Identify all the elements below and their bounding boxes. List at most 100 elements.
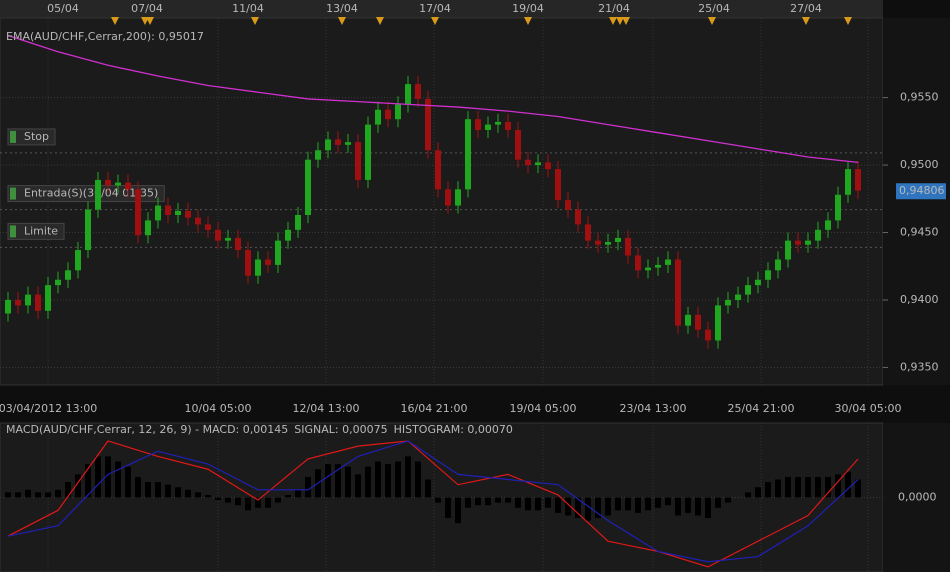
histogram-bar	[135, 476, 141, 498]
histogram-bar	[665, 497, 671, 506]
candle-body	[785, 240, 791, 260]
event-marker	[338, 17, 346, 25]
histogram-bar	[525, 497, 531, 511]
candle-body	[815, 229, 821, 241]
macd-axis	[883, 423, 950, 572]
y-tick-label: 0,9550	[900, 91, 939, 104]
candle-body	[425, 98, 431, 151]
top-date-strip	[0, 0, 883, 18]
level-box	[7, 185, 165, 203]
top-date-label: 21/04	[598, 2, 630, 15]
event-marker	[802, 17, 810, 25]
histogram-bar	[275, 497, 281, 503]
candle-body	[25, 294, 31, 306]
histogram-bar	[605, 497, 611, 516]
histogram-bar	[535, 497, 541, 511]
candle-body	[105, 179, 111, 186]
candle-body	[725, 299, 731, 306]
candle-body	[345, 142, 351, 145]
candle-body	[275, 240, 281, 265]
candle-body	[445, 189, 451, 206]
event-marker	[524, 17, 532, 25]
candle-body	[565, 200, 571, 210]
level-chip	[10, 225, 16, 238]
candle-body	[135, 189, 141, 236]
x-tick-label: 19/04 05:00	[510, 402, 577, 415]
histogram-bar	[15, 492, 21, 498]
histogram-bar	[305, 476, 311, 498]
top-date-label: 25/04	[698, 2, 730, 15]
histogram-bar	[285, 494, 291, 498]
candle-body	[315, 150, 321, 160]
candle-body	[605, 241, 611, 245]
candle-body	[175, 210, 181, 215]
histogram-bar	[185, 489, 191, 498]
event-marker	[609, 17, 617, 25]
candle-body	[75, 250, 81, 271]
histogram-bar	[515, 497, 521, 508]
x-tick-label: 30/04 05:00	[835, 402, 902, 415]
candle-body	[295, 214, 301, 230]
top-date-label: 19/04	[512, 2, 544, 15]
histogram-bar	[155, 482, 161, 498]
histogram-bar	[775, 479, 781, 498]
histogram-bar	[445, 497, 451, 519]
event-marker	[616, 17, 624, 25]
histogram-bar	[585, 497, 591, 521]
y-tick-label: 0,9400	[900, 293, 939, 306]
event-marker	[111, 17, 119, 25]
candle-body	[375, 109, 381, 125]
candle-body	[5, 299, 11, 314]
histogram-bar	[25, 489, 31, 498]
candle-body	[755, 279, 761, 286]
y-tick-label: 0,9500	[900, 158, 939, 171]
level-label: Stop	[24, 130, 49, 143]
histogram-bar	[835, 474, 841, 498]
level-box	[7, 128, 56, 146]
candle-body	[145, 220, 151, 236]
candle-body	[125, 182, 131, 190]
top-date-label: 07/04	[131, 2, 163, 15]
candle-body	[245, 250, 251, 276]
level-tag: Stop	[7, 128, 56, 146]
histogram-bar	[825, 476, 831, 498]
histogram-bar	[505, 497, 511, 503]
histogram-bar	[675, 497, 681, 516]
candle-body	[45, 285, 51, 311]
event-marker	[251, 17, 259, 25]
candle-body	[615, 237, 621, 242]
top-date-label: 11/04	[232, 2, 264, 15]
candle-body	[505, 121, 511, 130]
top-date-label: 17/04	[419, 2, 451, 15]
candle-body	[805, 240, 811, 245]
indicator-line	[7, 440, 859, 563]
candle-body	[65, 270, 71, 280]
last-price-box	[896, 183, 946, 200]
histogram-bar	[375, 461, 381, 498]
candle-body	[325, 139, 331, 151]
histogram-bar	[225, 497, 231, 503]
histogram-bar	[785, 476, 791, 498]
event-marker	[622, 17, 630, 25]
candle-body	[165, 205, 171, 215]
histogram-bar	[235, 497, 241, 506]
histogram-bar	[205, 494, 211, 498]
candle-body	[415, 84, 421, 99]
ema-line	[7, 34, 859, 164]
candle-body	[265, 259, 271, 265]
candle-body	[635, 255, 641, 271]
histogram-bar	[365, 466, 371, 498]
top-date-label: 05/04	[47, 2, 79, 15]
candle-body	[455, 189, 461, 206]
histogram-bar	[575, 497, 581, 519]
candle-body	[715, 305, 721, 341]
event-marker	[708, 17, 716, 25]
candle-body	[705, 329, 711, 341]
histogram-bar	[565, 497, 571, 516]
y-tick-label: 0,9450	[900, 226, 939, 239]
candle-body	[365, 124, 371, 180]
y-tick-label: 0,0000	[898, 491, 937, 504]
event-marker	[844, 17, 852, 25]
histogram-bar	[435, 497, 441, 503]
histogram-bar	[265, 497, 271, 508]
